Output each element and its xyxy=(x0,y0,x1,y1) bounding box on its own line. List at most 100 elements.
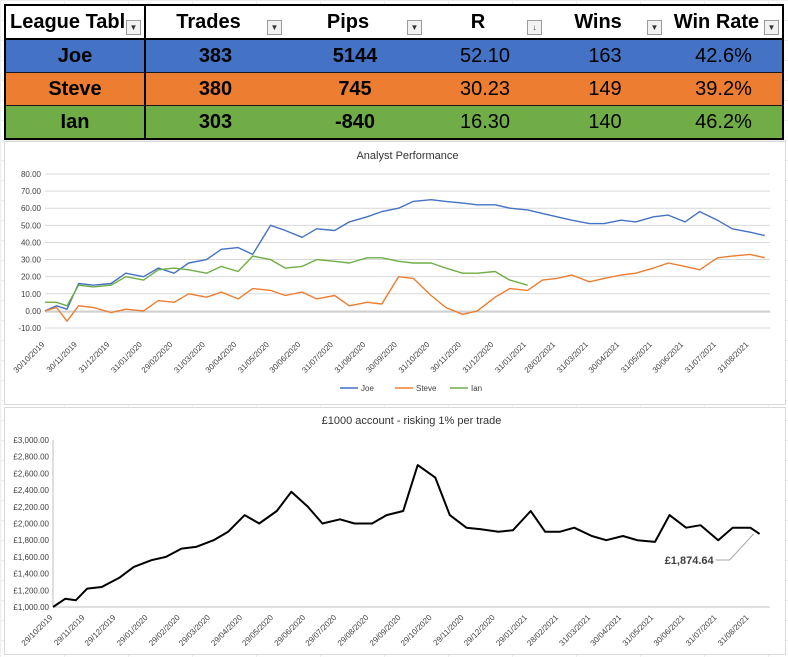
y-tick-label: 0.00 xyxy=(25,307,41,316)
chart-title: Analyst Performance xyxy=(356,150,458,162)
header-label: Pips xyxy=(326,10,370,33)
x-tick-label: 29/12/2019 xyxy=(83,613,118,648)
x-tick-label: 31/05/2020 xyxy=(236,340,271,375)
x-tick-label: 30/04/2020 xyxy=(204,340,239,375)
x-tick-label: 31/03/2021 xyxy=(555,340,590,375)
y-tick-label: £1,800.00 xyxy=(13,536,49,545)
y-tick-label: £3,000.00 xyxy=(13,436,49,445)
table-row: Joe 383 5144 52.10 163 42.6% xyxy=(4,39,784,73)
x-tick-label: 31/08/2021 xyxy=(716,340,751,375)
x-tick-label: 31/03/2021 xyxy=(557,613,592,648)
sort-descending-icon[interactable]: ↓ xyxy=(527,20,542,35)
x-tick-label: 31/12/2020 xyxy=(461,340,496,375)
table-cell-r[interactable]: 30.23 xyxy=(425,72,545,106)
header-label: League Tabl xyxy=(10,10,126,33)
filter-dropdown-icon[interactable]: ▼ xyxy=(647,20,662,35)
y-tick-label: 80.00 xyxy=(21,170,42,179)
y-tick-label: 50.00 xyxy=(21,221,42,230)
series-line xyxy=(52,464,761,608)
x-tick-label: 31/12/2019 xyxy=(77,340,112,375)
legend-label-joe: Joe xyxy=(361,384,374,393)
y-tick-label: £2,600.00 xyxy=(13,469,49,478)
x-tick-label: 29/11/2019 xyxy=(52,613,87,648)
x-tick-label: 31/03/2020 xyxy=(172,340,207,375)
table-cell-trades[interactable]: 383 xyxy=(145,39,285,73)
x-tick-label: 29/11/2020 xyxy=(431,613,466,648)
account-balance-svg: £1000 account - risking 1% per trade £3,0… xyxy=(13,415,770,648)
y-tick-label: £1,600.00 xyxy=(13,553,49,562)
x-tick-label: 28/02/2021 xyxy=(525,613,560,648)
header-pips: Pips ▼ xyxy=(285,4,425,40)
x-tick-label: 29/08/2020 xyxy=(336,613,371,648)
x-tick-label: 29/01/2020 xyxy=(115,613,150,648)
league-table: League Tabl ▼ Trades ▼ Pips ▼ R ↓ Wins ▼ Win … xyxy=(4,4,784,140)
filter-dropdown-icon[interactable]: ▼ xyxy=(764,20,779,35)
table-cell-win-rate[interactable]: 39.2% xyxy=(665,72,784,106)
filter-dropdown-icon[interactable]: ▼ xyxy=(407,20,422,35)
header-label: Wins xyxy=(574,10,622,33)
legend-label-steve: Steve xyxy=(416,384,437,393)
y-tick-label: 20.00 xyxy=(21,273,42,282)
y-tick-label: £1,000.00 xyxy=(13,603,49,612)
y-tick-label: 40.00 xyxy=(21,238,42,247)
x-tick-label: 31/08/2021 xyxy=(716,613,751,648)
x-tick-label: 28/02/2021 xyxy=(523,340,558,375)
analyst-performance-chart[interactable]: Analyst Performance 80.00 70.00 60.00 50.00 4… xyxy=(4,141,786,405)
account-balance-chart[interactable]: £1000 account - risking 1% per trade £3,0… xyxy=(4,407,786,655)
x-tick-label: 29/06/2020 xyxy=(273,613,308,648)
table-cell-name[interactable]: Steve xyxy=(4,72,146,106)
x-tick-label: 30/04/2021 xyxy=(587,340,622,375)
x-tick-label: 29/01/2021 xyxy=(494,613,529,648)
y-tick-label: £1,200.00 xyxy=(13,586,49,595)
table-cell-r[interactable]: 16.30 xyxy=(425,105,545,140)
annotation-leader-line xyxy=(715,533,755,561)
header-label: Win Rate xyxy=(673,10,760,33)
y-tick-label: £2,000.00 xyxy=(13,520,49,529)
x-tick-label: 31/07/2020 xyxy=(300,340,335,375)
series-line-ian xyxy=(45,255,528,307)
table-cell-pips[interactable]: 5144 xyxy=(285,39,425,73)
x-tick-label: 31/07/2021 xyxy=(684,613,719,648)
x-tick-label: 29/02/2020 xyxy=(140,340,175,375)
table-cell-wins[interactable]: 149 xyxy=(545,72,665,106)
y-tick-label: 30.00 xyxy=(21,256,42,265)
x-tick-label: 31/01/2020 xyxy=(109,340,144,375)
table-cell-pips[interactable]: -840 xyxy=(285,105,425,140)
y-tick-label: £2,200.00 xyxy=(13,503,49,512)
table-cell-r[interactable]: 52.10 xyxy=(425,39,545,73)
x-tick-label: 30/06/2021 xyxy=(652,613,687,648)
x-tick-label: 30/11/2019 xyxy=(45,340,80,375)
x-tick-label: 30/06/2021 xyxy=(651,340,686,375)
table-cell-wins[interactable]: 140 xyxy=(545,105,665,140)
x-tick-label: 29/09/2020 xyxy=(368,613,403,648)
y-tick-label: £2,800.00 xyxy=(13,453,49,462)
header-trades: Trades ▼ xyxy=(145,4,285,40)
table-cell-name[interactable]: Ian xyxy=(4,105,146,140)
x-tick-label: 29/03/2020 xyxy=(177,613,212,648)
header-label: R xyxy=(470,10,486,33)
table-row: Steve 380 745 30.23 149 39.2% xyxy=(4,72,784,106)
table-cell-win-rate[interactable]: 42.6% xyxy=(665,39,784,73)
table-cell-wins[interactable]: 163 xyxy=(545,39,665,73)
chart-title: £1000 account - risking 1% per trade xyxy=(322,415,502,427)
table-cell-name[interactable]: Joe xyxy=(4,39,146,73)
x-tick-label: 31/05/2021 xyxy=(619,340,654,375)
league-header-row: League Tabl ▼ Trades ▼ Pips ▼ R ↓ Wins ▼ Win … xyxy=(4,4,784,40)
table-cell-pips[interactable]: 745 xyxy=(285,72,425,106)
y-tick-label: 70.00 xyxy=(21,187,42,196)
x-tick-label: 29/04/2020 xyxy=(209,613,244,648)
header-r: R ↓ xyxy=(425,4,545,40)
filter-dropdown-icon[interactable]: ▼ xyxy=(267,20,282,35)
x-tick-label: 31/10/2020 xyxy=(397,340,432,375)
y-tick-label: 60.00 xyxy=(21,204,42,213)
series-line-joe xyxy=(44,199,765,312)
x-tick-label: 30/06/2020 xyxy=(268,340,303,375)
x-tick-label: 31/08/2020 xyxy=(333,340,368,375)
y-tick-label: -10.00 xyxy=(18,324,41,333)
y-tick-label: £2,400.00 xyxy=(13,486,49,495)
table-cell-win-rate[interactable]: 46.2% xyxy=(665,105,784,140)
filter-dropdown-icon[interactable]: ▼ xyxy=(126,20,141,35)
x-tick-label: 31/07/2021 xyxy=(683,340,718,375)
table-cell-trades[interactable]: 303 xyxy=(145,105,285,140)
table-cell-trades[interactable]: 380 xyxy=(145,72,285,106)
